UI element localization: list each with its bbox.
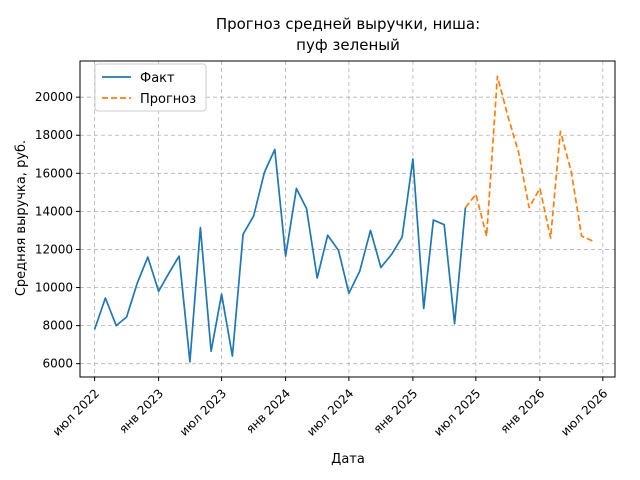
plot-series	[93, 75, 593, 363]
x-tick-label: июл 2023	[177, 386, 229, 438]
x-tick-label: июл 2026	[558, 386, 610, 438]
y-axis-ticks: 6000 8000 10000 12000 14000 16000 18000 20000	[35, 90, 80, 371]
legend: Факт Прогноз	[94, 63, 207, 112]
y-tick-label: 16000	[35, 166, 73, 180]
y-tick-label: 18000	[35, 128, 73, 142]
y-tick-label: 20000	[35, 90, 73, 104]
legend-label-forecast: Прогноз	[140, 92, 196, 107]
y-tick-label: 8000	[42, 319, 73, 333]
x-axis-title: Дата	[331, 452, 365, 467]
series-line-forecast	[464, 75, 593, 242]
chart-title: Прогноз средней выручки, ниша:	[216, 15, 480, 33]
x-axis-ticks: июл 2022 янв 2023 июл 2023 янв 2024 июл 2024…	[50, 377, 610, 439]
x-tick-label: янв 2025	[371, 386, 421, 436]
y-tick-label: 6000	[42, 357, 73, 371]
x-tick-label: янв 2023	[116, 386, 166, 436]
chart-subtitle: пуф зеленый	[296, 36, 400, 54]
y-tick-label: 12000	[35, 242, 73, 256]
y-axis-title: Средняя выручка, руб.	[14, 140, 29, 296]
x-tick-label: янв 2024	[243, 386, 293, 436]
x-tick-label: июл 2024	[304, 386, 356, 438]
y-tick-label: 10000	[35, 281, 73, 295]
legend-box	[94, 63, 207, 112]
series-line-fact	[93, 148, 467, 363]
plot-frame	[79, 60, 616, 378]
grid	[80, 61, 615, 377]
x-tick-label: янв 2026	[498, 386, 548, 436]
x-tick-label: июл 2025	[431, 386, 483, 438]
legend-label-fact: Факт	[140, 71, 175, 86]
y-tick-label: 14000	[35, 204, 73, 218]
x-tick-label: июл 2022	[50, 386, 102, 438]
